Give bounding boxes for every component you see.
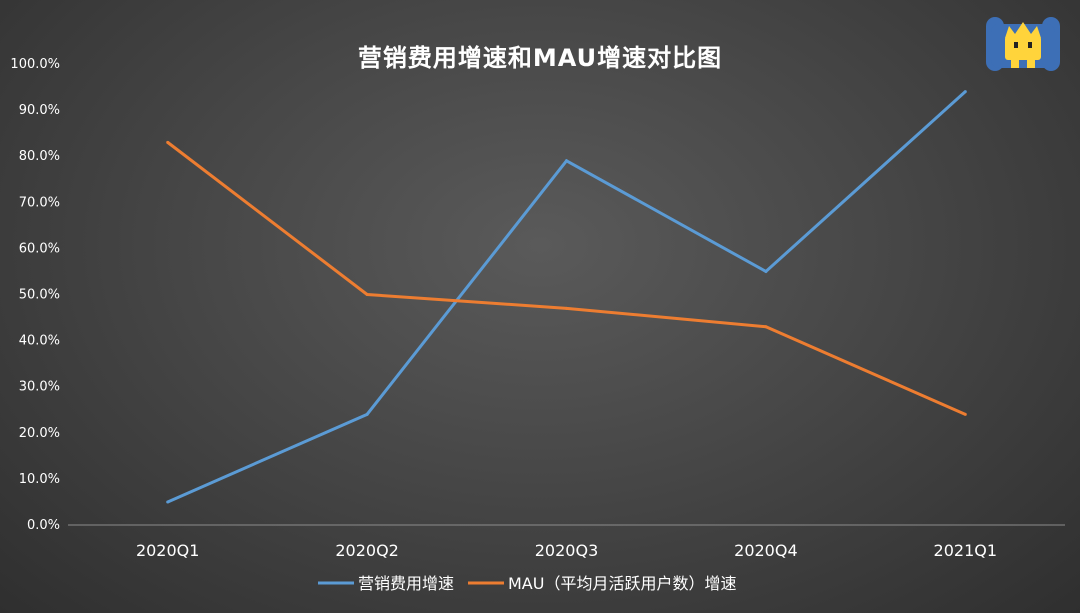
y-tick-label: 70.0%: [19, 195, 60, 210]
y-tick-label: 100.0%: [10, 57, 60, 72]
y-tick-label: 40.0%: [19, 334, 60, 349]
legend-label: 营销费用增速: [358, 574, 454, 593]
chart-title: 营销费用增速和MAU增速对比图: [357, 44, 723, 72]
data-point: [764, 325, 768, 329]
x-tick-label: 2021Q1: [934, 541, 998, 560]
data-point: [963, 90, 967, 94]
x-tick-label: 2020Q2: [335, 541, 399, 560]
legend-label: MAU（平均月活跃用户数）增速: [508, 574, 736, 593]
y-tick-label: 0.0%: [27, 518, 60, 533]
mascot-logo: [986, 17, 1060, 71]
data-point: [365, 293, 369, 296]
data-point: [565, 159, 568, 163]
series-lines: [166, 90, 967, 504]
x-tick-label: 2020Q1: [136, 541, 200, 560]
y-tick-label: 50.0%: [19, 288, 60, 303]
series-line-0: [167, 90, 967, 504]
y-tick-label: 90.0%: [19, 103, 60, 118]
data-point: [365, 412, 369, 416]
y-tick-label: 20.0%: [19, 426, 60, 441]
y-tick-label: 60.0%: [19, 241, 60, 256]
data-point: [565, 306, 568, 310]
data-point: [963, 412, 967, 416]
series-line-1: [166, 141, 966, 416]
x-tick-label: 2020Q4: [734, 541, 798, 560]
y-tick-label: 80.0%: [19, 149, 60, 164]
y-tick-label: 10.0%: [19, 472, 60, 487]
x-tick-label: 2020Q3: [535, 541, 599, 560]
data-point: [764, 269, 768, 273]
y-tick-label: 30.0%: [19, 380, 60, 395]
x-axis-ticks: 2020Q1 2020Q2 2020Q3 2020Q4 2021Q1: [136, 541, 997, 560]
y-axis-ticks: 0.0% 10.0% 20.0% 30.0% 40.0% 50.0% 60.0% 70.0% 8…: [10, 57, 60, 533]
data-point: [166, 500, 170, 504]
legend: 营销费用增速 MAU（平均月活跃用户数）增速: [318, 574, 736, 593]
data-point: [166, 140, 170, 144]
